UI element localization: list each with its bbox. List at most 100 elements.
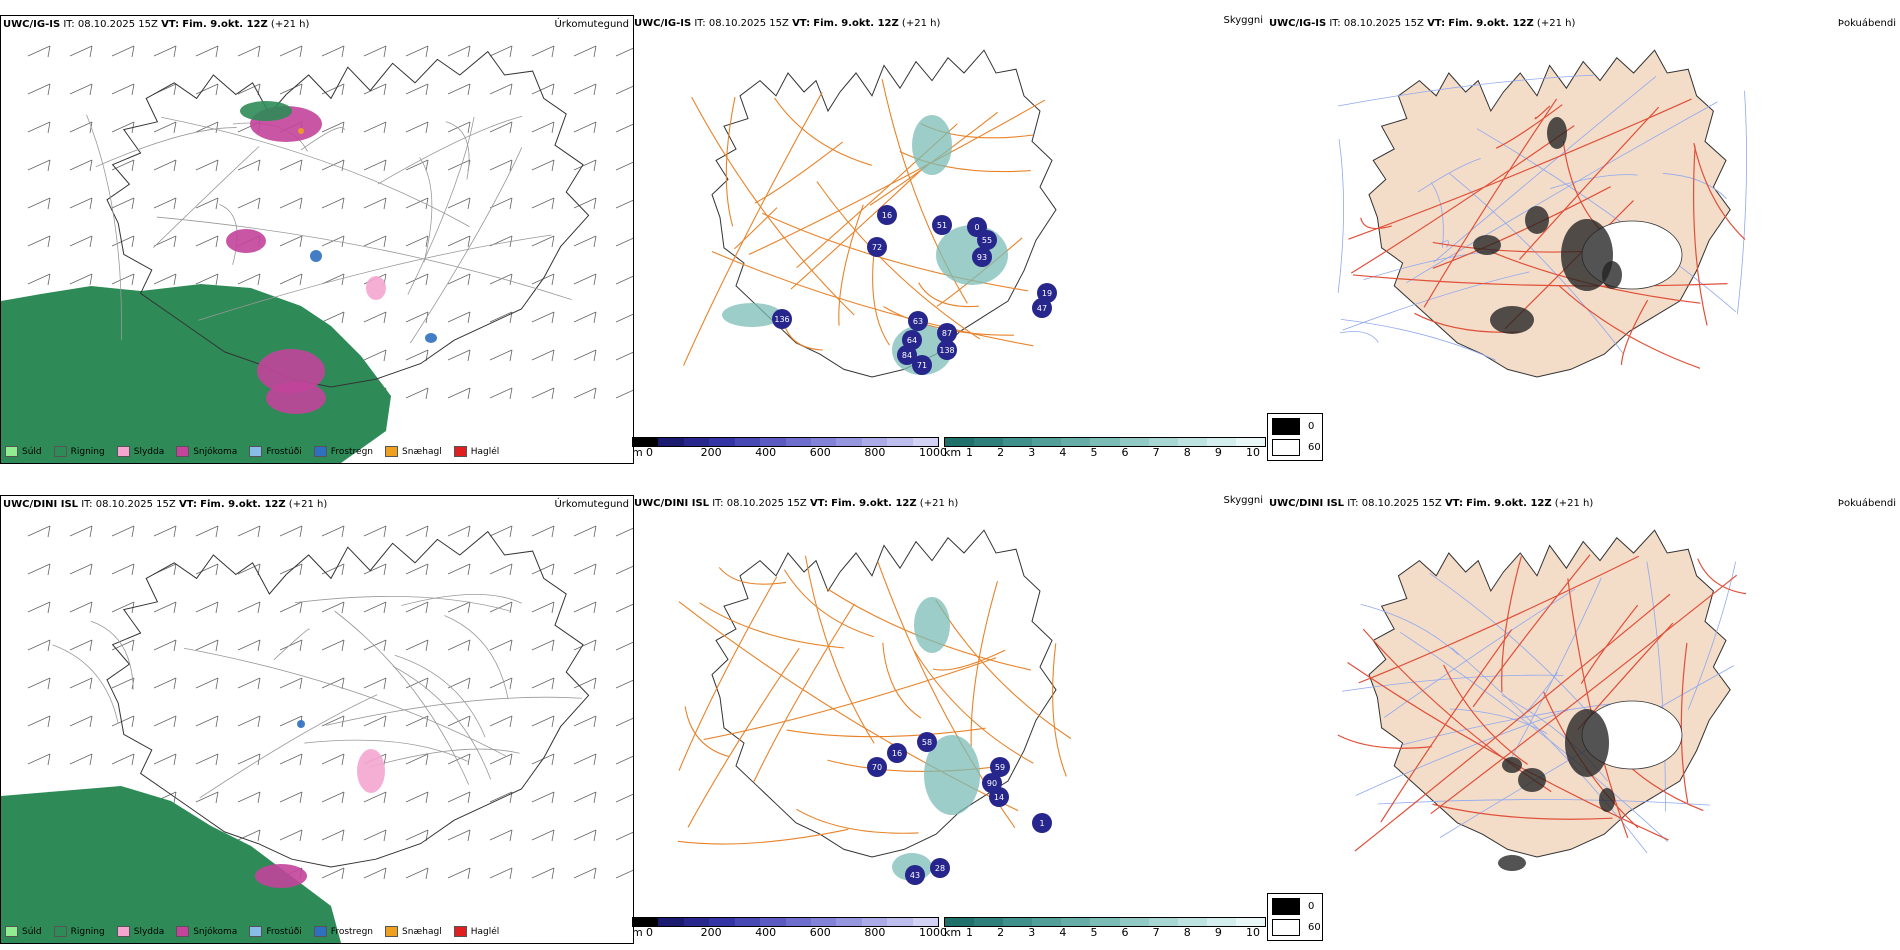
- wind-barb: [27, 83, 51, 96]
- fog-map-row1: [1337, 49, 1747, 378]
- colorbar-step: [1235, 438, 1266, 446]
- panel-header: UWC/DINI ISL IT: 08.10.2025 15Z VT: Fim.…: [3, 499, 328, 510]
- wind-barb: [573, 753, 597, 766]
- river-line: [1417, 158, 1481, 193]
- wind-barb: [573, 715, 597, 728]
- wind-barb: [615, 641, 633, 651]
- road-line: [882, 642, 922, 719]
- wind-barb: [447, 867, 471, 880]
- cloud-base-cell: [867, 757, 887, 777]
- wind-barb: [573, 45, 597, 58]
- wind-barb: [195, 677, 219, 690]
- wind-barb: [531, 349, 555, 362]
- wind-barb: [27, 235, 51, 248]
- wind-barb: [27, 197, 51, 210]
- road-line: [913, 650, 1034, 764]
- fog-map-row2: [1337, 529, 1747, 871]
- river-line: [1451, 647, 1648, 854]
- colorbar-step: [810, 918, 837, 926]
- legend-item-snæhagl: Snæhagl: [385, 446, 442, 457]
- road-line: [816, 181, 981, 340]
- colorbar-tick: 6: [1121, 926, 1129, 939]
- wind-barb: [489, 197, 513, 210]
- wind-barb: [111, 273, 135, 286]
- wind-barb: [615, 793, 633, 803]
- colorbar-step: [734, 918, 761, 926]
- wind-barb: [27, 677, 51, 690]
- wind-barb: [237, 715, 261, 728]
- wind-barb: [363, 563, 387, 576]
- wind-barb: [531, 525, 555, 538]
- road-line: [804, 555, 875, 744]
- cloud-base-cell: [908, 311, 928, 331]
- colorbar-step: [760, 918, 786, 926]
- wind-barb: [363, 829, 387, 842]
- road-line: [754, 141, 843, 204]
- wind-barb: [615, 869, 633, 879]
- wind-barb: [447, 197, 471, 210]
- colorbar-step: [1090, 918, 1120, 926]
- road-line: [1432, 186, 1611, 269]
- wind-barb: [405, 273, 429, 286]
- wind-barb: [405, 83, 429, 96]
- wind-barb: [405, 715, 429, 728]
- fog-area: [1502, 757, 1522, 773]
- road-line: [394, 654, 486, 738]
- wind-barb: [69, 525, 93, 538]
- visibility-value-label: 138: [939, 346, 954, 355]
- wind-barb: [363, 639, 387, 652]
- precip-cell: [255, 864, 307, 888]
- visibility-patch: [912, 115, 952, 175]
- wind-barb: [69, 235, 93, 248]
- wind-barb: [153, 753, 177, 766]
- wind-barb: [447, 639, 471, 652]
- wind-barb: [573, 867, 597, 880]
- road-line: [401, 593, 522, 606]
- wind-barb: [447, 387, 471, 400]
- fog-legend-row2: 0 60: [1267, 893, 1323, 941]
- wind-barb: [321, 639, 345, 652]
- colorbar-step: [912, 438, 939, 446]
- colorbar-step: [785, 438, 811, 446]
- river-line: [1505, 577, 1602, 768]
- panel-header: UWC/DINI ISL IT: 08.10.2025 15Z VT: Fim.…: [1269, 498, 1594, 509]
- wind-barb: [531, 677, 555, 690]
- colorbar-tick: 8: [1183, 926, 1191, 939]
- colorbar-tick: 200: [700, 446, 722, 459]
- wind-barb: [153, 563, 177, 576]
- road-line: [445, 121, 470, 180]
- visibility-value-label: 55: [982, 236, 992, 245]
- colorbar-step: [1235, 918, 1266, 926]
- road-line: [899, 150, 1031, 173]
- wind-barb: [27, 525, 51, 538]
- cloud-base-cell: [932, 215, 952, 235]
- wind-barb: [153, 45, 177, 58]
- wind-barb: [573, 83, 597, 96]
- road-line: [699, 602, 845, 649]
- colorbar-step: [658, 918, 684, 926]
- wind-barb: [321, 45, 345, 58]
- wind-barb: [489, 311, 513, 324]
- wind-barb: [405, 601, 429, 614]
- wind-barb: [447, 83, 471, 96]
- colorbar-step: [1003, 918, 1033, 926]
- wind-barb: [447, 791, 471, 804]
- wind-barb: [279, 639, 303, 652]
- wind-barb: [363, 349, 387, 362]
- wind-barb: [405, 563, 429, 576]
- colorbar-tick: 7: [1152, 446, 1160, 459]
- river-line: [1339, 331, 1379, 343]
- wind-barb: [615, 831, 633, 841]
- river-line: [1360, 603, 1459, 656]
- road-line: [444, 615, 509, 700]
- wind-barb: [321, 867, 345, 880]
- wind-barb: [447, 349, 471, 362]
- wind-barb: [573, 601, 597, 614]
- river-line: [1406, 101, 1718, 284]
- legend-label: Frostúði: [266, 446, 302, 457]
- wind-barb: [489, 525, 513, 538]
- wind-barb: [615, 161, 633, 171]
- road-line: [325, 696, 582, 726]
- colorbar-step: [1148, 438, 1178, 446]
- river-line: [1550, 174, 1638, 190]
